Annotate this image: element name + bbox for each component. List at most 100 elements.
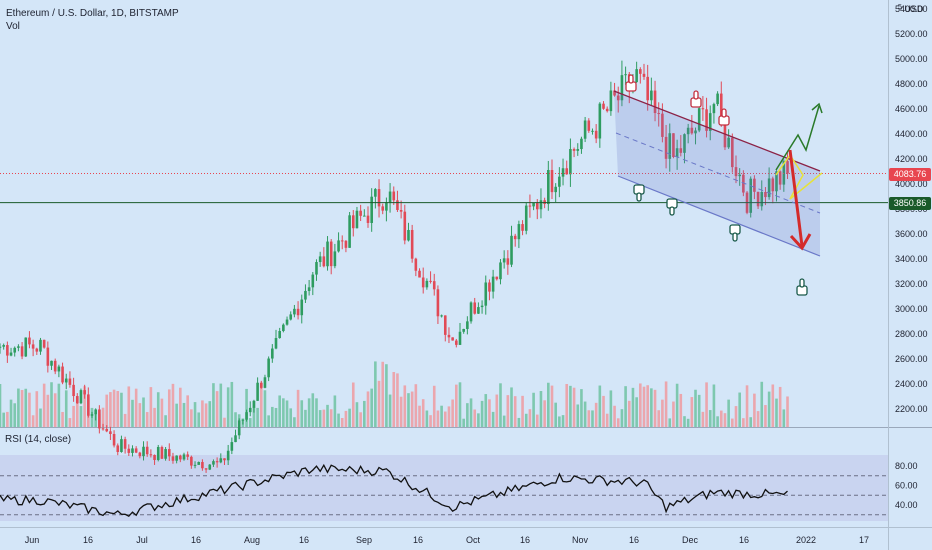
candle bbox=[786, 152, 789, 180]
volume-bar bbox=[208, 401, 212, 427]
candle-body bbox=[175, 455, 178, 461]
candle bbox=[351, 210, 355, 237]
volume-bar bbox=[712, 384, 716, 427]
volume-bar bbox=[627, 400, 631, 427]
candle bbox=[624, 66, 627, 85]
volume-bar bbox=[46, 394, 50, 427]
channel-mid-line bbox=[615, 132, 821, 214]
volume-bar bbox=[521, 395, 524, 427]
candle bbox=[392, 186, 396, 205]
candle-body bbox=[550, 169, 554, 193]
candle-body bbox=[723, 117, 727, 148]
candle bbox=[315, 259, 318, 281]
volume-bar bbox=[455, 384, 458, 427]
symbol-title[interactable]: Ethereum / U.S. Dollar, 1D, BITSTAMP bbox=[6, 8, 179, 19]
candle-body bbox=[646, 76, 649, 101]
volume-bar bbox=[510, 387, 513, 427]
time-tick-label: 16 bbox=[629, 535, 639, 545]
candle bbox=[642, 63, 646, 80]
volume-bar bbox=[179, 387, 182, 427]
candle-body bbox=[576, 149, 580, 151]
volume-bar bbox=[31, 415, 35, 427]
volume-bar bbox=[731, 418, 734, 427]
candle bbox=[646, 64, 649, 111]
volume-bar bbox=[68, 418, 72, 427]
candle-body bbox=[712, 104, 716, 114]
candle-body bbox=[366, 215, 370, 223]
volume-bar bbox=[204, 403, 208, 427]
candle bbox=[521, 220, 524, 236]
price-tick-label: 4400.00 bbox=[895, 129, 928, 139]
candle-body bbox=[738, 174, 741, 177]
candle bbox=[731, 133, 734, 173]
candle bbox=[230, 437, 234, 455]
candle-body bbox=[252, 400, 256, 408]
candle bbox=[241, 419, 245, 425]
volume-bar bbox=[39, 408, 42, 427]
candle-body bbox=[734, 167, 738, 177]
rsi-tick-label: 80.00 bbox=[895, 461, 918, 471]
candle bbox=[635, 61, 638, 84]
volume-bar bbox=[17, 388, 20, 427]
candle-body bbox=[436, 289, 440, 317]
candle bbox=[708, 105, 712, 141]
candle bbox=[653, 80, 657, 122]
candle-body bbox=[241, 419, 245, 421]
candle-body bbox=[421, 277, 425, 288]
candle-body bbox=[363, 215, 366, 217]
time-tick-label: Jun bbox=[25, 535, 40, 545]
hand-pointing-down-green-icon bbox=[666, 198, 678, 216]
rsi-label[interactable]: RSI (14, close) bbox=[5, 434, 72, 445]
candle-body bbox=[565, 168, 569, 175]
volume-bar bbox=[694, 389, 697, 427]
price-tick-label: 4200.00 bbox=[895, 154, 928, 164]
candle-body bbox=[719, 93, 723, 118]
candle-body bbox=[197, 462, 201, 465]
candle bbox=[639, 67, 642, 84]
candle-body bbox=[771, 178, 775, 192]
candle-body bbox=[620, 75, 624, 101]
hand-pointing-down-green-icon bbox=[633, 184, 645, 202]
time-tick-label: 16 bbox=[413, 535, 423, 545]
price-tick-label: 2400.00 bbox=[895, 379, 928, 389]
volume-bar bbox=[462, 418, 465, 427]
volume-bar bbox=[690, 397, 694, 427]
candle-body bbox=[466, 321, 469, 329]
hand-finger bbox=[721, 108, 727, 118]
candle bbox=[215, 457, 219, 468]
time-tick-label: Dec bbox=[682, 535, 699, 545]
candle-body bbox=[164, 449, 167, 459]
volume-bar bbox=[267, 415, 270, 427]
candle-body bbox=[208, 464, 212, 470]
candle-body bbox=[351, 215, 355, 229]
candle bbox=[234, 429, 237, 443]
candle-body bbox=[749, 178, 753, 213]
candle bbox=[179, 454, 182, 463]
candle-body bbox=[322, 256, 326, 267]
volume-bar bbox=[138, 403, 142, 427]
price-tick-label: 4800.00 bbox=[895, 79, 928, 89]
candle-body bbox=[223, 458, 226, 461]
candle bbox=[399, 200, 403, 219]
price-tick-label: 2600.00 bbox=[895, 354, 928, 364]
currency-label[interactable]: 5 USD bbox=[898, 4, 924, 14]
candle-body bbox=[256, 382, 259, 401]
candle-body bbox=[61, 366, 64, 383]
candle-body bbox=[392, 191, 396, 201]
candle-body bbox=[190, 456, 193, 466]
candle-body bbox=[650, 90, 653, 101]
candle-body bbox=[215, 461, 219, 463]
candle-body bbox=[204, 468, 208, 470]
candle-body bbox=[521, 224, 524, 231]
rsi-series bbox=[0, 463, 888, 518]
candle bbox=[42, 339, 46, 349]
volume-bar bbox=[259, 382, 263, 427]
candle bbox=[455, 338, 458, 348]
volume-label[interactable]: Vol bbox=[6, 21, 20, 32]
time-tick-label: 16 bbox=[739, 535, 749, 545]
candle-body bbox=[407, 229, 410, 241]
volume-bar bbox=[745, 385, 749, 427]
candle-body bbox=[731, 137, 734, 168]
candle bbox=[554, 183, 557, 203]
